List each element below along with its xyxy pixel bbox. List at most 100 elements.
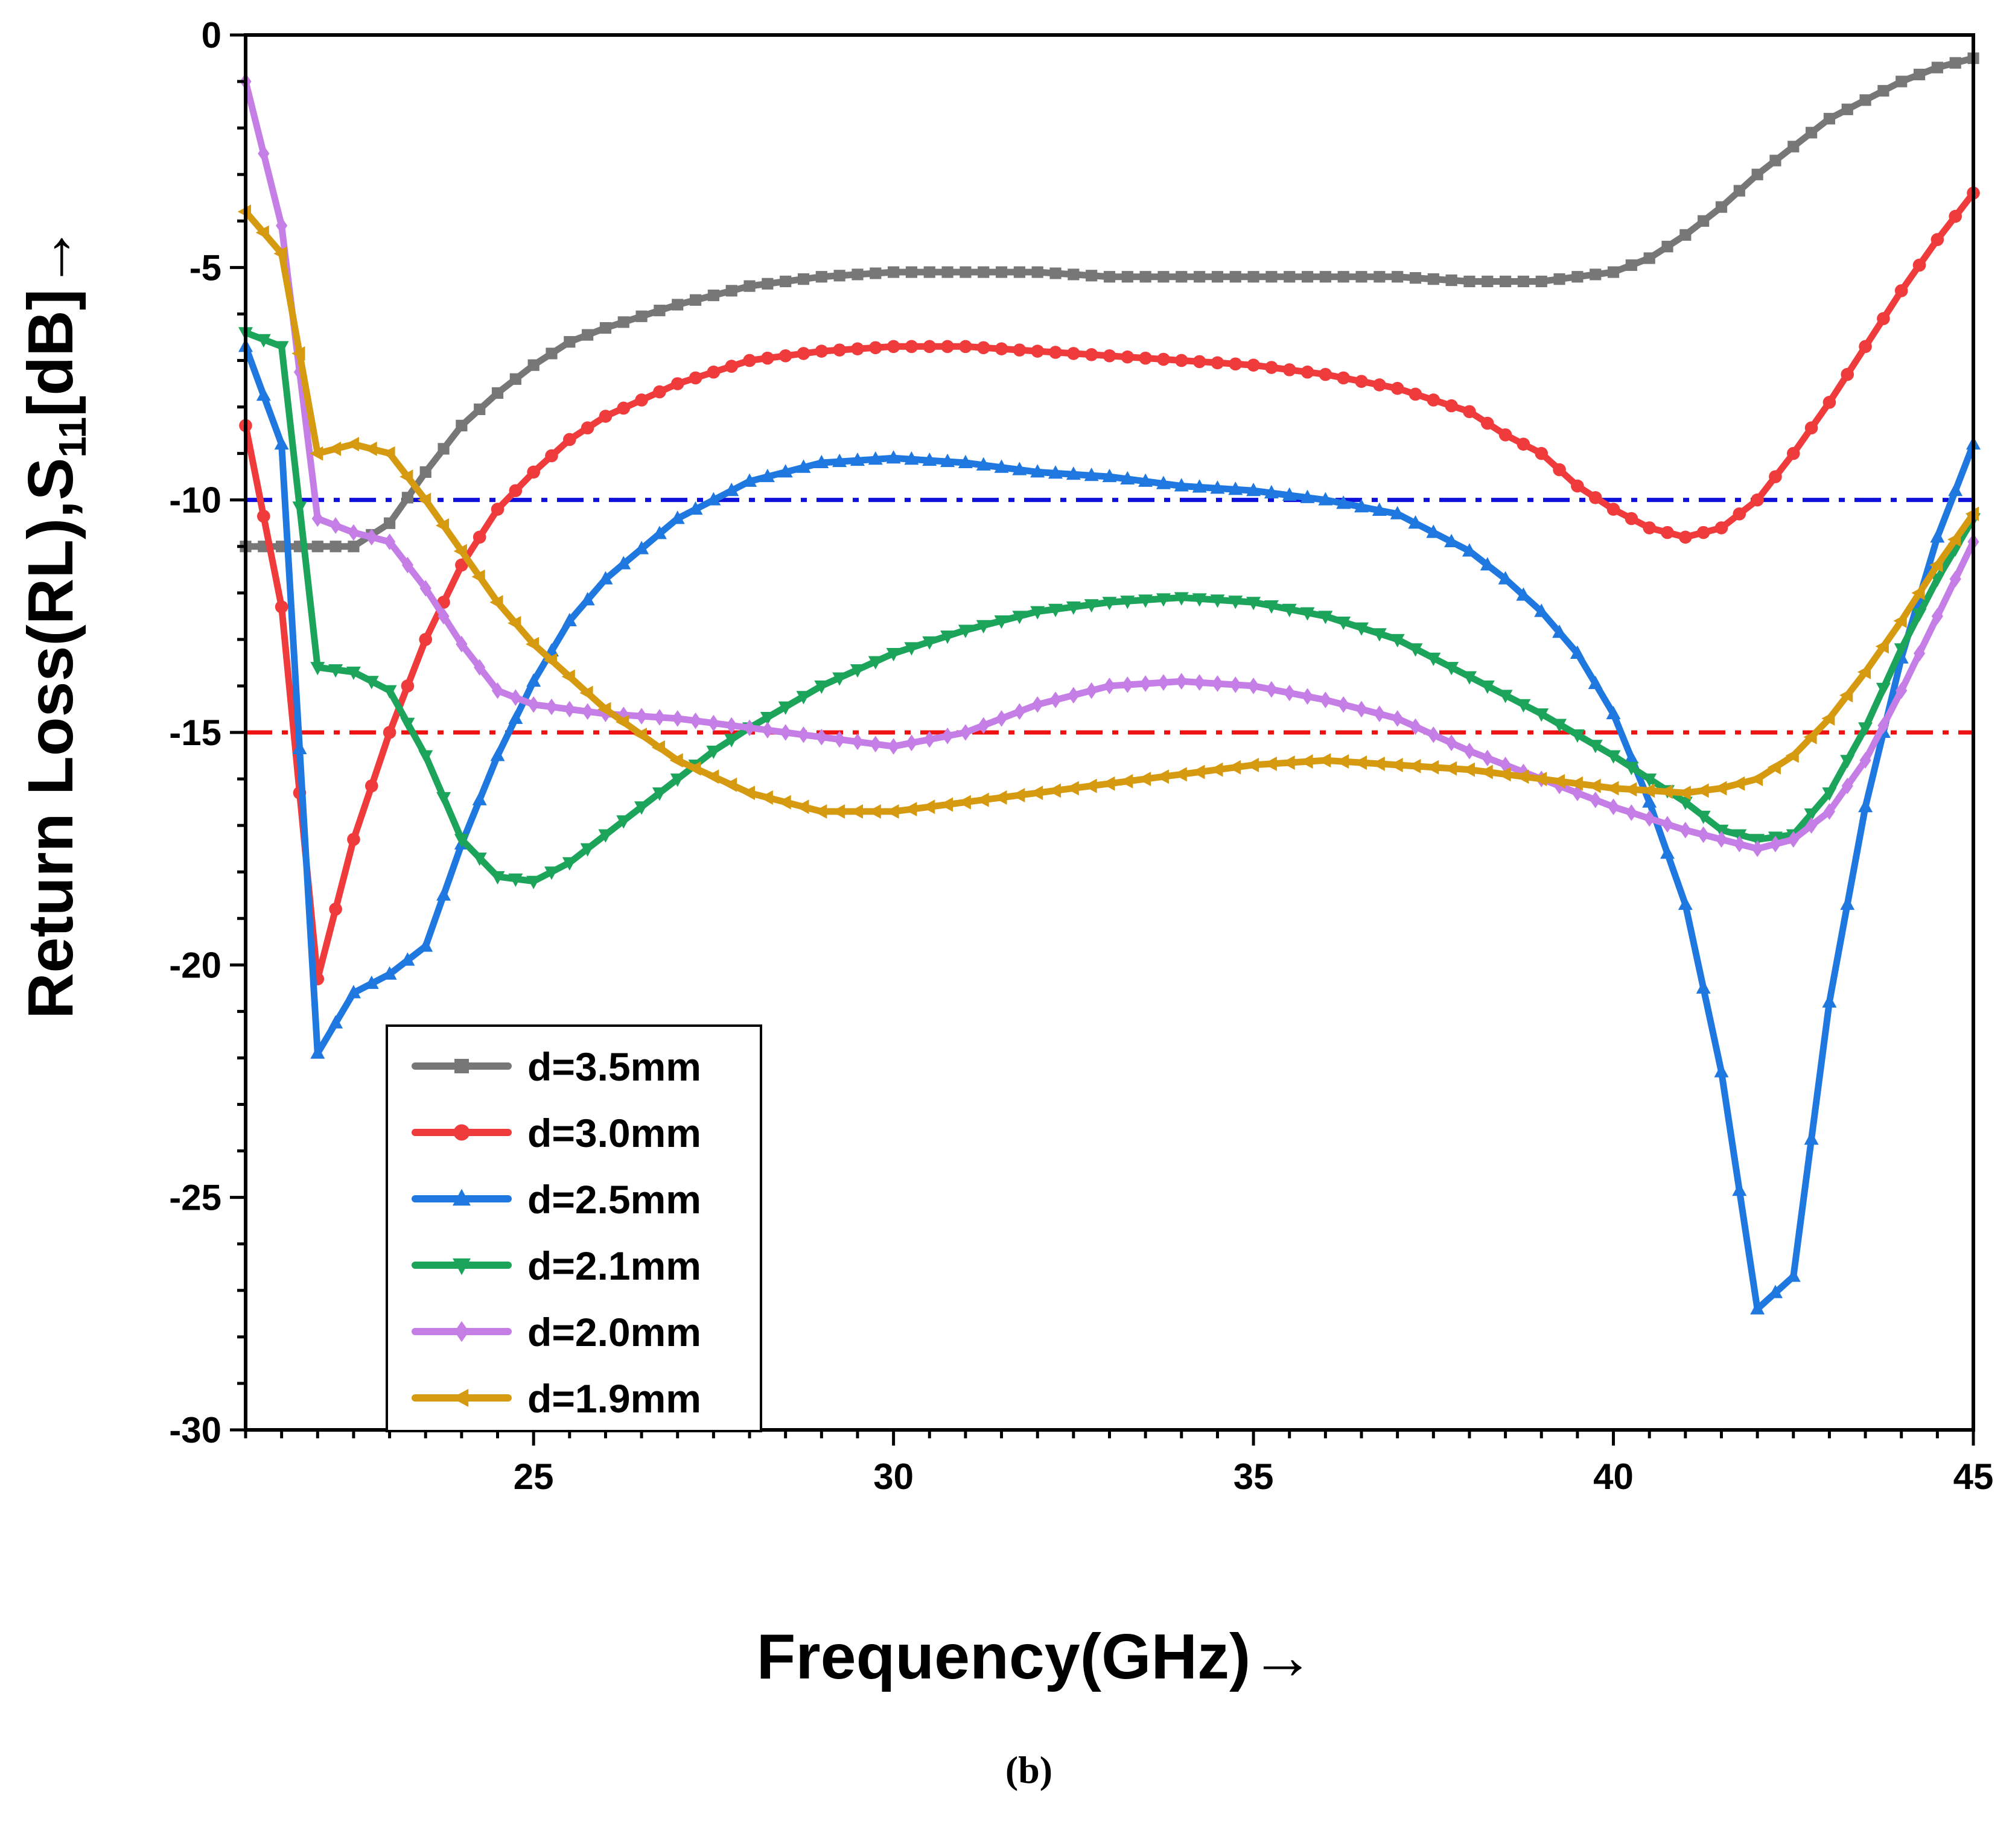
data-point — [707, 714, 719, 732]
data-point — [725, 717, 737, 734]
data-point — [582, 329, 594, 341]
data-point — [1355, 375, 1368, 388]
data-point — [651, 740, 665, 755]
data-point — [580, 843, 595, 857]
data-point — [1588, 491, 1602, 504]
data-point — [1084, 468, 1099, 481]
data-point — [435, 518, 450, 533]
data-point — [1355, 271, 1367, 283]
data-point — [1120, 595, 1135, 609]
y-tick-label: 0 — [202, 15, 221, 56]
data-point — [1228, 595, 1243, 609]
data-point — [1444, 662, 1459, 676]
data-point — [724, 734, 739, 748]
data-point — [1247, 358, 1260, 372]
data-point — [1031, 266, 1043, 278]
data-point — [976, 457, 991, 471]
data-point — [1282, 603, 1297, 617]
data-point — [1139, 351, 1152, 365]
data-point — [329, 517, 342, 534]
data-point — [1571, 271, 1584, 283]
data-point — [1805, 127, 1818, 139]
data-point — [1822, 396, 1836, 409]
series-d=3.5mm — [240, 52, 1979, 553]
data-point — [617, 316, 629, 328]
data-point — [345, 437, 359, 452]
data-point — [1623, 782, 1637, 797]
data-point — [1552, 624, 1567, 638]
data-point — [310, 662, 325, 676]
data-point — [1696, 810, 1711, 824]
data-point — [869, 341, 882, 355]
data-point — [886, 450, 901, 464]
data-point — [669, 753, 683, 768]
data-point — [1229, 676, 1241, 693]
data-point — [1769, 836, 1781, 853]
data-point — [1517, 275, 1530, 288]
data-point — [561, 669, 575, 684]
data-point — [274, 341, 289, 355]
data-point — [1407, 758, 1421, 773]
data-point — [1677, 786, 1691, 801]
data-point — [923, 340, 937, 354]
series-layer — [237, 52, 1981, 1315]
data-point — [256, 334, 271, 348]
data-point — [1533, 772, 1547, 787]
data-point — [796, 691, 811, 705]
data-point — [1121, 271, 1133, 283]
data-point — [1300, 489, 1315, 503]
data-point — [1463, 275, 1475, 288]
data-point — [1426, 652, 1441, 666]
data-point — [903, 802, 917, 817]
data-point — [1607, 798, 1620, 816]
data-point — [1751, 493, 1764, 507]
data-point — [941, 727, 953, 745]
data-point — [1173, 767, 1187, 782]
data-point — [957, 795, 971, 810]
data-point — [1011, 788, 1025, 803]
data-point — [672, 710, 684, 727]
data-point — [1751, 168, 1763, 180]
data-point — [1698, 215, 1710, 227]
data-point — [1318, 611, 1333, 624]
data-point — [1643, 252, 1655, 264]
data-point — [1678, 796, 1693, 810]
data-point — [795, 799, 809, 814]
data-point — [707, 289, 719, 302]
data-point — [579, 685, 593, 700]
data-point — [780, 275, 792, 288]
data-point — [419, 466, 431, 478]
data-point — [454, 834, 469, 848]
data-point — [634, 541, 649, 554]
data-point — [1138, 473, 1153, 487]
data-point — [1245, 757, 1259, 772]
data-point — [1066, 601, 1081, 615]
legend-box — [386, 1024, 762, 1432]
data-point — [1030, 606, 1045, 620]
data-point — [1139, 271, 1151, 283]
data-point — [1497, 767, 1511, 782]
y-tick-label: -10 — [169, 480, 221, 521]
data-point — [256, 387, 271, 401]
data-point — [1949, 209, 1962, 223]
data-point — [436, 792, 451, 806]
data-point — [1606, 503, 1620, 516]
data-point — [940, 630, 955, 644]
data-point — [653, 385, 666, 399]
data-point — [472, 853, 487, 866]
legend: d=3.5mm d=3.0mm d=2.5mm d=2.1mm d=2.0mm d=1.9… — [386, 1024, 762, 1432]
data-point — [1174, 478, 1189, 492]
legend-swatch-marker — [453, 1124, 470, 1141]
legend-swatch-marker — [454, 1059, 469, 1073]
data-point — [1354, 622, 1369, 636]
data-point — [1392, 271, 1404, 283]
data-point — [1605, 781, 1619, 796]
legend-label: d=2.0mm — [527, 1310, 701, 1354]
legend-label: d=3.5mm — [527, 1044, 701, 1089]
data-point — [1374, 705, 1386, 722]
y-axis-title: Return Loss(RL),S11[dB]→ — [15, 225, 94, 1019]
data-point — [1211, 271, 1224, 283]
data-point — [1103, 349, 1116, 363]
data-point — [833, 343, 846, 357]
